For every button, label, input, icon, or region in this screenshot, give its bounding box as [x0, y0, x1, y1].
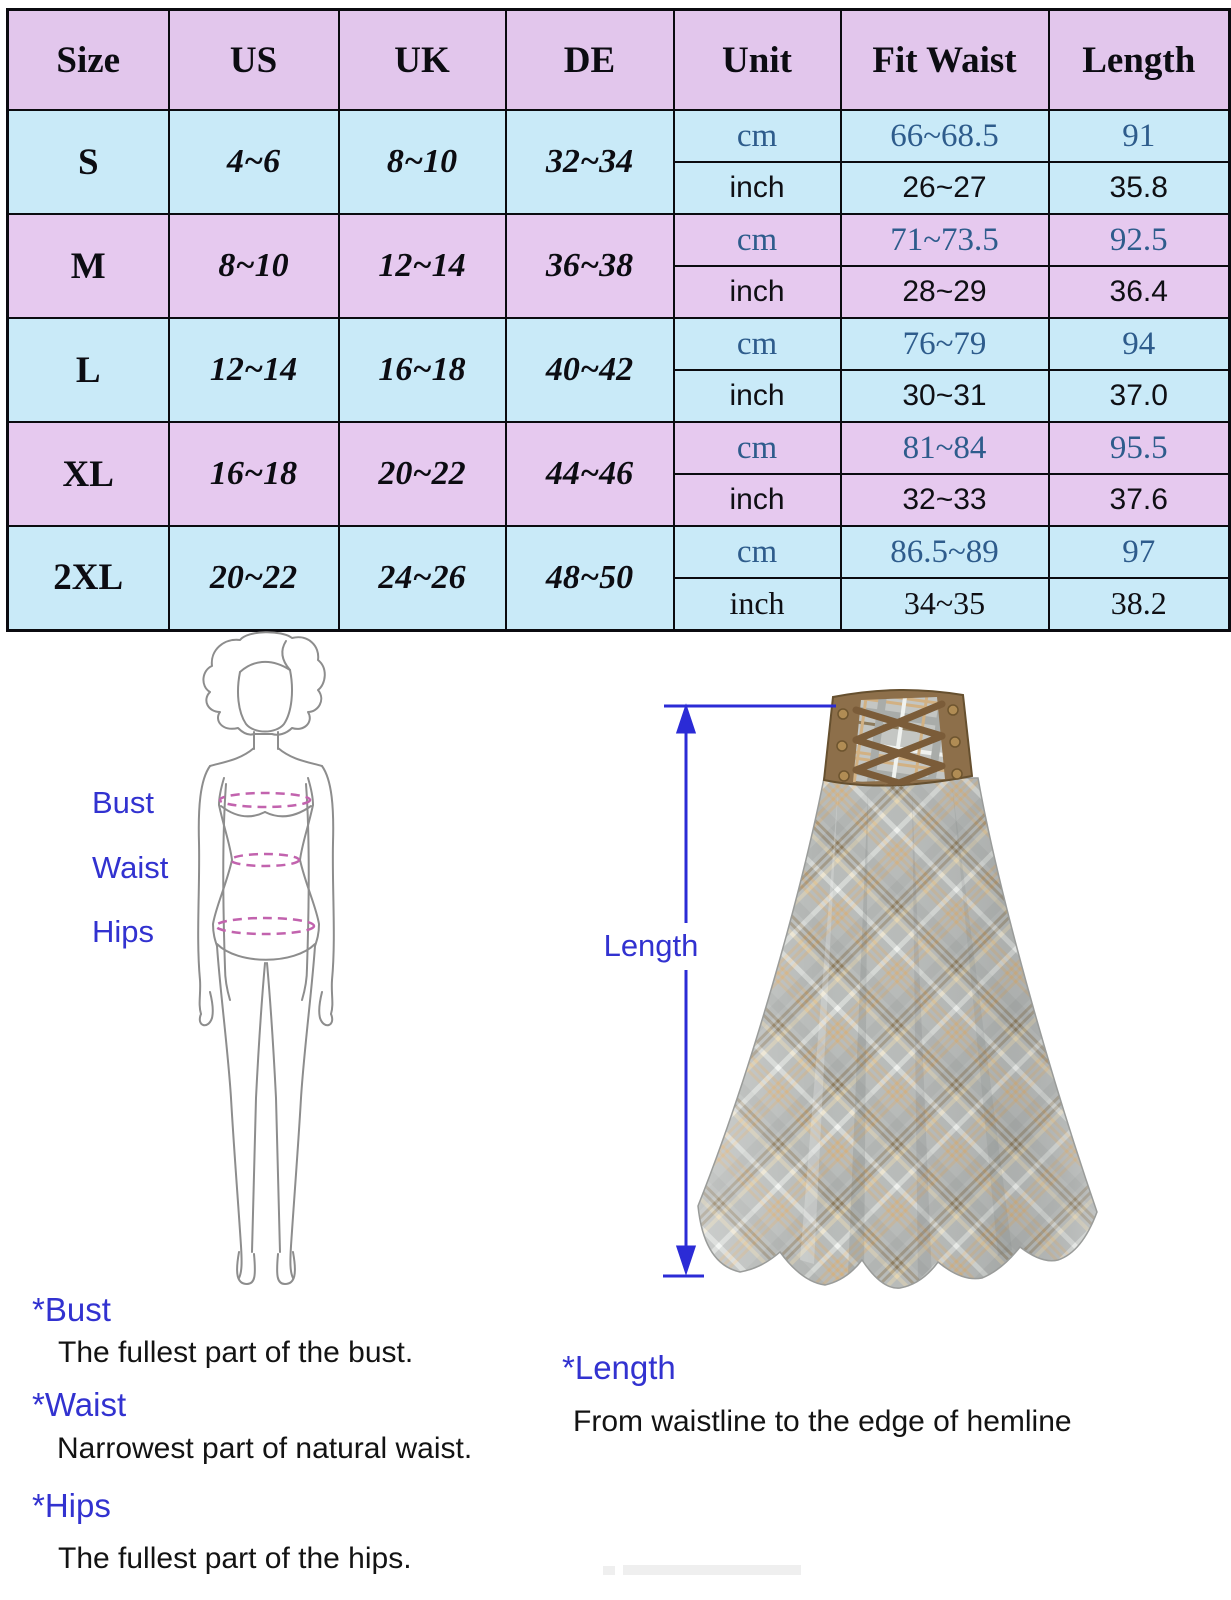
skirt-length-diagram — [663, 689, 1098, 1289]
table-row: XL 16~18 20~22 44~46 cm 81~84 95.5 — [6, 421, 1231, 527]
cell-us: 8~10 — [167, 213, 340, 319]
waist-definition: Narrowest part of natural waist. — [57, 1432, 473, 1465]
cell-waist-cm: 66~68.5 — [839, 109, 1050, 163]
cell-de: 40~42 — [504, 317, 675, 423]
cell-uk: 16~18 — [337, 317, 507, 423]
hips-dashed-line — [214, 916, 316, 936]
skirt-length-label: Length — [603, 928, 699, 963]
hairline — [239, 661, 291, 673]
header-length: Length — [1047, 8, 1231, 111]
face-outline — [237, 669, 293, 733]
cell-waist-cm: 71~73.5 — [839, 213, 1050, 267]
waist-term: *Waist — [32, 1386, 127, 1423]
header-size: Size — [6, 8, 170, 111]
cell-length-cm: 91 — [1047, 109, 1231, 163]
bust-label: Bust — [92, 785, 155, 820]
table-row: L 12~14 16~18 40~42 cm 76~79 94 — [6, 317, 1231, 423]
length-definition: From waistline to the edge of hemline — [573, 1405, 1072, 1438]
cell-length-inch: 37.6 — [1047, 473, 1231, 527]
table-row: inch 26~27 35.8 — [8, 161, 1231, 215]
header-de: DE — [504, 8, 675, 111]
cell-us: 12~14 — [167, 317, 340, 423]
cell-waist-cm: 86.5~89 — [839, 525, 1050, 579]
cell-size: XL — [6, 421, 170, 527]
cell-length-cm: 92.5 — [1047, 213, 1231, 267]
table-row: inch 34~35 38.2 — [8, 577, 1231, 631]
header-uk: UK — [337, 8, 507, 111]
plaid-skirt — [698, 778, 1097, 1289]
length-arrow — [663, 703, 836, 1278]
cell-waist-inch: 28~29 — [839, 265, 1050, 319]
lacing-straps — [852, 700, 946, 786]
cell-uk: 24~26 — [337, 525, 507, 631]
table-row: inch 32~33 37.6 — [8, 473, 1231, 527]
cell-length-cm: 97 — [1047, 525, 1231, 579]
cell-unit-cm: cm — [672, 109, 842, 163]
cell-de: 44~46 — [504, 421, 675, 527]
table-row: inch 28~29 36.4 — [8, 265, 1231, 319]
length-term: *Length — [562, 1349, 676, 1386]
rivets — [836, 704, 963, 782]
waist-dashed-line — [229, 852, 301, 868]
cell-uk: 20~22 — [337, 421, 507, 527]
cell-size: 2XL — [6, 525, 170, 631]
cell-size: L — [6, 317, 170, 423]
cell-size: S — [6, 109, 170, 215]
corset-waistband — [822, 689, 974, 787]
cell-de: 36~38 — [504, 213, 675, 319]
cell-uk: 8~10 — [337, 109, 507, 215]
faint-watermark — [623, 1565, 801, 1575]
cell-waist-inch: 30~31 — [839, 369, 1050, 423]
cell-unit-inch: inch — [672, 369, 842, 423]
cell-size: M — [6, 213, 170, 319]
table-header-row: Size US UK DE Unit Fit Waist Length — [6, 8, 1231, 111]
cell-unit-cm: cm — [672, 317, 842, 371]
cell-de: 48~50 — [504, 525, 675, 631]
cell-waist-inch: 26~27 — [839, 161, 1050, 215]
header-us: US — [167, 8, 340, 111]
table-row: inch 30~31 37.0 — [8, 369, 1231, 423]
faint-watermark — [603, 1566, 615, 1575]
cell-length-inch: 37.0 — [1047, 369, 1231, 423]
hips-label: Hips — [92, 914, 155, 949]
cell-length-cm: 94 — [1047, 317, 1231, 371]
header-fit-waist: Fit Waist — [839, 8, 1050, 111]
skirt-outline — [697, 777, 1098, 1289]
cell-unit-cm: cm — [672, 525, 842, 579]
header-unit: Unit — [672, 8, 842, 111]
cell-unit-inch: inch — [672, 161, 842, 215]
cell-unit-cm: cm — [672, 213, 842, 267]
hips-term: *Hips — [32, 1487, 111, 1524]
table-row: S 4~6 8~10 32~34 cm 66~68.5 91 — [6, 109, 1231, 215]
cell-unit-cm: cm — [672, 421, 842, 475]
cell-uk: 12~14 — [337, 213, 507, 319]
hair-part — [281, 640, 291, 671]
bust-term: *Bust — [32, 1291, 111, 1328]
cell-length-inch: 36.4 — [1047, 265, 1231, 319]
bust-dashed-line — [218, 791, 312, 809]
cell-length-inch: 35.8 — [1047, 161, 1231, 215]
table-row: 2XL 20~22 24~26 48~50 cm 86.5~89 97 — [6, 525, 1231, 631]
cell-unit-inch: inch — [672, 473, 842, 527]
cell-us: 20~22 — [167, 525, 340, 631]
body-measurement-sketch — [197, 631, 335, 1285]
hair-outline — [202, 631, 326, 736]
bust-definition: The fullest part of the bust. — [58, 1336, 414, 1369]
cell-unit-inch: inch — [672, 265, 842, 319]
hips-definition: The fullest part of the hips. — [58, 1542, 412, 1575]
waist-label: Waist — [92, 850, 169, 885]
cell-waist-inch: 32~33 — [839, 473, 1050, 527]
cell-waist-cm: 81~84 — [839, 421, 1050, 475]
table-row: M 8~10 12~14 36~38 cm 71~73.5 92.5 — [6, 213, 1231, 319]
cell-length-inch: 38.2 — [1047, 577, 1231, 631]
cell-length-cm: 95.5 — [1047, 421, 1231, 475]
cell-de: 32~34 — [504, 109, 675, 215]
size-chart-table: Size US UK DE Unit Fit Waist Length S 4~… — [6, 8, 1231, 632]
cell-unit-inch: inch — [672, 577, 842, 631]
cell-waist-inch: 34~35 — [839, 577, 1050, 631]
cell-waist-cm: 76~79 — [839, 317, 1050, 371]
cell-us: 16~18 — [167, 421, 340, 527]
cell-us: 4~6 — [167, 109, 340, 215]
